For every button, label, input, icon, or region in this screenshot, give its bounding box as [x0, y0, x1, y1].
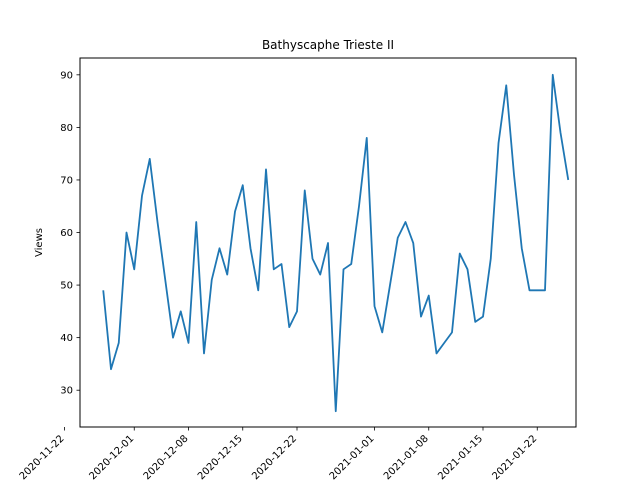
x-tick-label: 2021-01-22: [490, 433, 539, 480]
y-tick-label: 40: [60, 333, 73, 344]
y-tick-label: 60: [60, 228, 73, 239]
y-tick-label: 70: [60, 175, 73, 186]
x-tick-label: 2020-12-01: [87, 433, 136, 480]
series-line: [102, 73, 570, 413]
x-tick-label: 2021-01-15: [436, 433, 485, 480]
x-tick-label: 2021-01-08: [382, 433, 431, 480]
y-axis: 30 40 50 60 70 80 90: [60, 70, 80, 397]
x-tick-label: 2020-12-08: [142, 433, 191, 480]
x-tick-label: 2020-12-15: [196, 433, 245, 480]
x-axis: 2020-11-22 2020-12-01 2020-12-08 2020-12-15…: [18, 427, 539, 480]
chart-title: Bathyscaphe Trieste II: [262, 38, 394, 52]
y-axis-label: Views: [34, 228, 45, 257]
y-tick-label: 50: [60, 281, 73, 292]
x-tick-label: 2021-01-01: [328, 433, 377, 480]
x-tick-label: 2020-11-22: [18, 433, 67, 480]
y-tick-label: 80: [60, 123, 73, 134]
plot-frame: [79, 57, 577, 428]
y-tick-label: 90: [60, 70, 73, 81]
x-tick-label: 2020-12-22: [250, 433, 299, 480]
y-tick-label: 30: [60, 386, 73, 397]
